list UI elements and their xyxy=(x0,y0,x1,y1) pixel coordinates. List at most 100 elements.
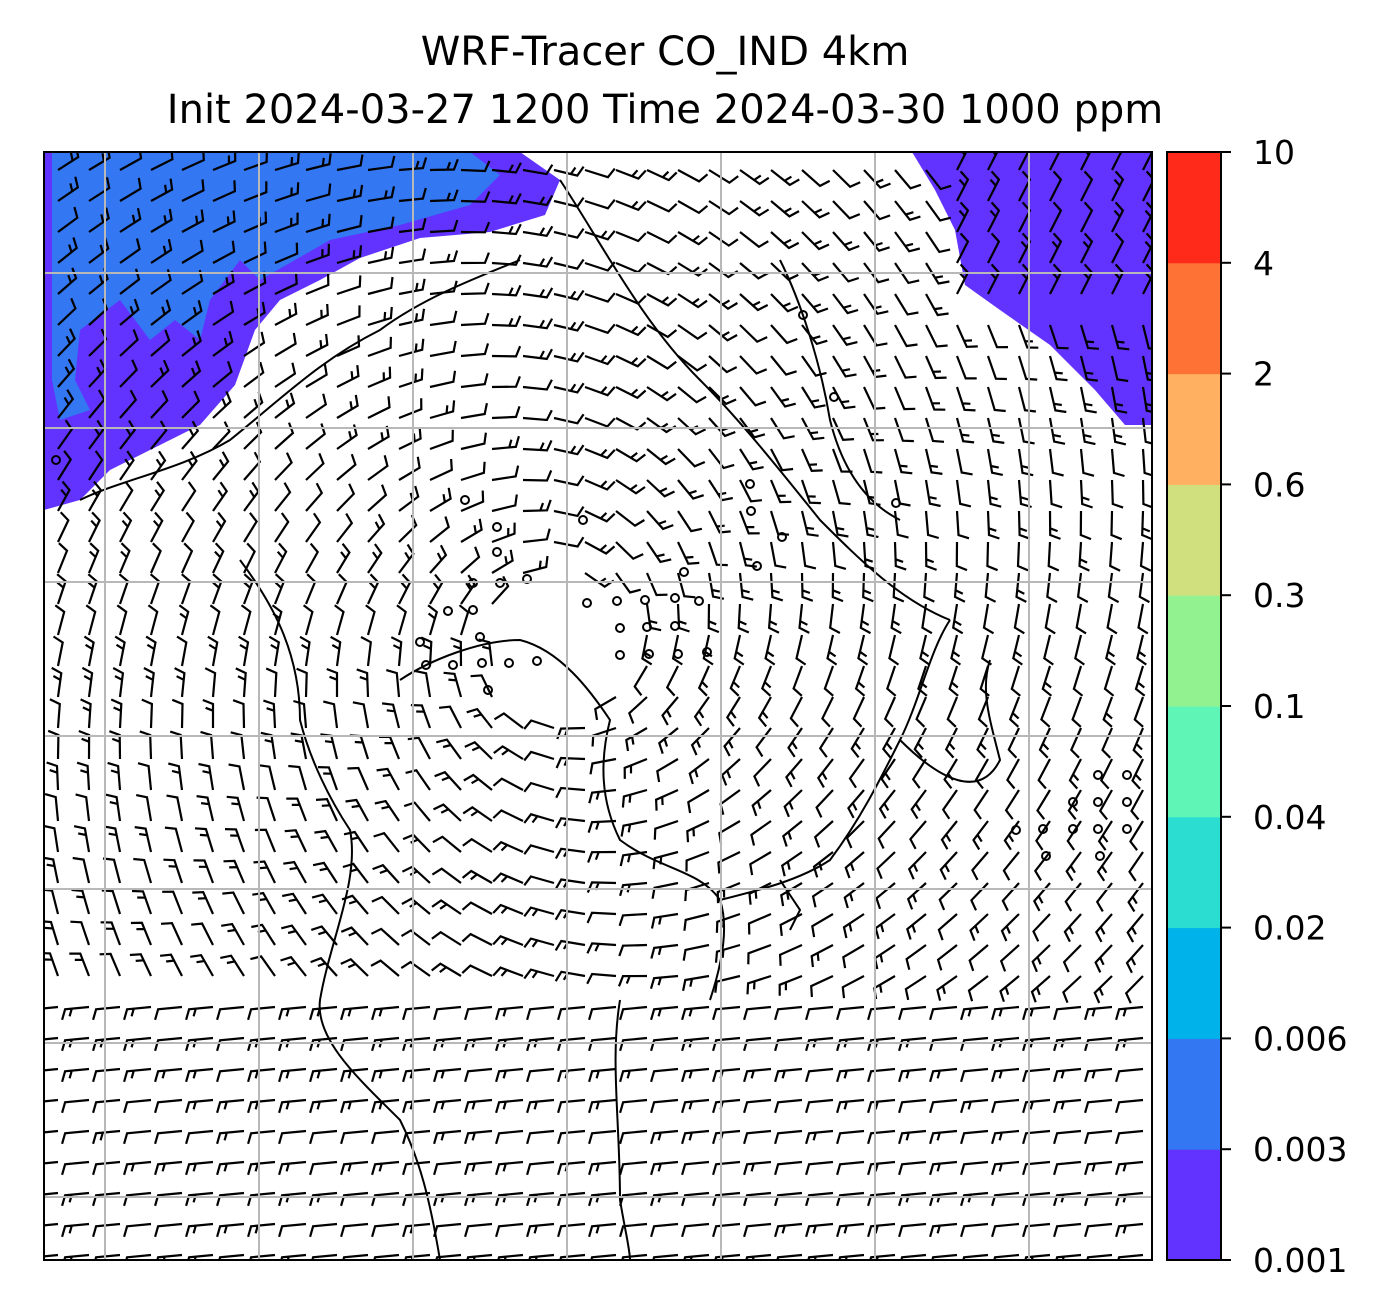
wind-barb xyxy=(216,1005,245,1021)
wind-barb xyxy=(433,1129,462,1145)
wind-barb xyxy=(723,727,741,757)
wind-barb xyxy=(495,1067,524,1083)
wind-barb xyxy=(936,975,958,1001)
wind-barb xyxy=(929,1129,958,1145)
wind-barb xyxy=(615,168,647,180)
wind-barb xyxy=(1138,572,1150,604)
wind-barb xyxy=(407,736,431,760)
wind-barb xyxy=(1078,541,1090,572)
wind-barb xyxy=(305,303,329,326)
wind-barb xyxy=(1022,1005,1051,1021)
wind-barb xyxy=(1041,665,1053,697)
wind-barb xyxy=(92,1129,121,1145)
wind-barb xyxy=(340,1067,369,1083)
wind-barb xyxy=(492,840,524,854)
wind-barb xyxy=(702,634,714,666)
wind-barb xyxy=(770,200,800,218)
wind-barb xyxy=(360,636,372,667)
wind-barb xyxy=(123,1005,152,1021)
wind-barb xyxy=(336,275,362,296)
wind-barb xyxy=(435,1253,462,1260)
wind-barb xyxy=(619,1098,648,1114)
wind-barb xyxy=(398,157,428,172)
colorbar-bands xyxy=(1167,152,1221,1261)
wind-barb xyxy=(1053,1067,1082,1083)
wind-barb xyxy=(615,448,646,463)
wind-barb xyxy=(739,262,769,280)
wind-barb xyxy=(44,1005,59,1010)
calm-marker xyxy=(615,650,625,660)
wind-barb xyxy=(367,246,395,265)
wind-barb xyxy=(1049,152,1061,171)
wind-barb xyxy=(57,419,74,450)
wind-barb xyxy=(729,665,742,697)
wind-barb xyxy=(972,820,989,851)
wind-barb xyxy=(553,444,585,456)
wind-barb xyxy=(460,461,486,482)
wind-barb xyxy=(429,158,459,172)
wind-barb xyxy=(650,1129,679,1145)
wind-barb xyxy=(979,665,990,697)
wind-barb xyxy=(450,637,463,667)
wind-barb xyxy=(557,1222,586,1238)
calm-marker xyxy=(642,622,652,632)
wind-barb xyxy=(99,952,122,977)
wind-barb xyxy=(677,355,708,372)
wind-barb xyxy=(102,857,122,884)
wind-barb xyxy=(967,975,989,1002)
wind-barb xyxy=(894,324,918,348)
wind-barb xyxy=(57,206,79,233)
wind-barb xyxy=(150,299,172,326)
wind-barb xyxy=(800,448,823,473)
wind-barb xyxy=(431,962,462,977)
wind-barb xyxy=(956,232,970,264)
wind-barb xyxy=(831,448,853,473)
wind-barb xyxy=(894,355,917,379)
wind-barb xyxy=(1017,417,1035,445)
wind-barb xyxy=(281,924,307,946)
wind-barb xyxy=(586,972,617,985)
wind-barb xyxy=(340,1129,369,1145)
wind-barb xyxy=(619,1005,648,1021)
wind-barb xyxy=(956,201,970,233)
wind-barb xyxy=(52,635,64,667)
wind-barb xyxy=(748,882,772,905)
wind-barb xyxy=(890,603,902,635)
wind-barb xyxy=(1048,479,1063,509)
wind-barb xyxy=(743,1129,772,1145)
wind-barb xyxy=(588,1036,617,1052)
wind-barb xyxy=(1030,975,1051,1003)
wind-barb xyxy=(341,894,369,915)
wind-barb xyxy=(743,1067,772,1083)
wind-barb xyxy=(491,494,518,513)
wind-barb xyxy=(708,324,738,342)
wind-barb xyxy=(371,1160,400,1176)
wind-barb xyxy=(367,155,396,172)
wind-barb xyxy=(987,201,1001,233)
wind-barb xyxy=(491,522,516,544)
calm-marker xyxy=(1068,824,1078,834)
wind-barb xyxy=(991,1222,1020,1238)
wind-barb xyxy=(924,448,943,475)
wind-barb xyxy=(280,1253,307,1260)
wind-barb xyxy=(681,1160,710,1176)
wind-barb xyxy=(1105,634,1116,666)
wind-barb xyxy=(436,738,462,760)
wind-barb xyxy=(862,541,877,571)
wind-barb xyxy=(774,1067,803,1083)
wind-barb xyxy=(154,1005,183,1021)
wind-barb xyxy=(73,825,91,853)
wind-barb xyxy=(57,358,76,388)
wind-barb xyxy=(212,451,230,481)
calm-marker xyxy=(1093,797,1103,807)
wind-barb xyxy=(429,544,448,574)
wind-barb xyxy=(956,170,970,202)
wind-barb xyxy=(832,262,860,283)
wind-barb xyxy=(159,953,183,977)
wind-barb xyxy=(1102,696,1114,728)
calm-marker xyxy=(694,596,704,606)
wind-barb xyxy=(986,541,999,572)
wind-barb xyxy=(1063,913,1082,943)
wind-barb xyxy=(309,1160,338,1176)
wind-barb xyxy=(801,231,830,251)
